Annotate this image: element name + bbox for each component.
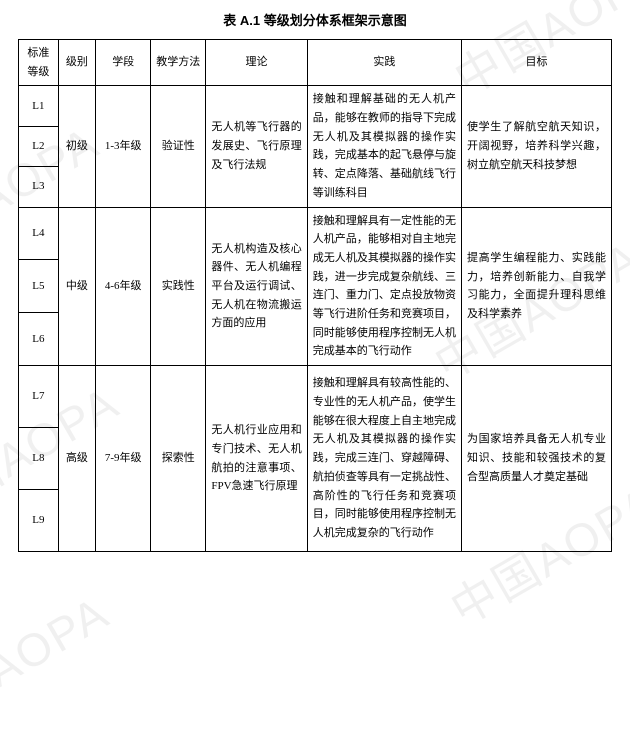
cell-goal-2: 提高学生编程能力、实践能力，培养创新能力、自我学习能力，全面提升理科思维及科学素… [462, 207, 612, 366]
header-practice: 实践 [307, 40, 461, 86]
cell-L6: L6 [19, 313, 59, 366]
cell-goal-3: 为国家培养具备无人机专业知识、技能和较强技术的复合型高质量人才奠定基础 [462, 366, 612, 552]
header-standard-level: 标准等级 [19, 40, 59, 86]
cell-L4: L4 [19, 207, 59, 260]
table-row: L1 初级 1-3年级 验证性 无人机等飞行器的发展史、飞行原理及飞行法规 接触… [19, 86, 612, 126]
cell-stage-3: 7-9年级 [96, 366, 151, 552]
cell-method-3: 探索性 [151, 366, 206, 552]
cell-L5: L5 [19, 260, 59, 313]
cell-theory-1: 无人机等飞行器的发展史、飞行原理及飞行法规 [206, 86, 307, 207]
table-title: 表 A.1 等级划分体系框架示意图 [18, 10, 612, 29]
table-row: L4 中级 4-6年级 实践性 无人机构造及核心器件、无人机编程平台及运行调试、… [19, 207, 612, 260]
header-method: 教学方法 [151, 40, 206, 86]
cell-level-2: 中级 [58, 207, 95, 366]
cell-L7: L7 [19, 366, 59, 428]
cell-theory-2: 无人机构造及核心器件、无人机编程平台及运行调试、无人机在物流搬运方面的应用 [206, 207, 307, 366]
table-header-row: 标准等级 级别 学段 教学方法 理论 实践 目标 [19, 40, 612, 86]
cell-L8: L8 [19, 428, 59, 490]
header-goal: 目标 [462, 40, 612, 86]
cell-L2: L2 [19, 126, 59, 166]
header-theory: 理论 [206, 40, 307, 86]
watermark: 中国AOPA [0, 577, 120, 748]
cell-practice-3: 接触和理解具有较高性能的、专业性的无人机产品，使学生能够在很大程度上自主地完成无… [307, 366, 461, 552]
cell-theory-3: 无人机行业应用和专门技术、无人机航拍的注意事项、FPV急速飞行原理 [206, 366, 307, 552]
table-row: L7 高级 7-9年级 探索性 无人机行业应用和专门技术、无人机航拍的注意事项、… [19, 366, 612, 428]
cell-L1: L1 [19, 86, 59, 126]
cell-L3: L3 [19, 167, 59, 207]
cell-goal-1: 使学生了解航空航天知识，开阔视野，培养科学兴趣，树立航空航天科技梦想 [462, 86, 612, 207]
cell-method-2: 实践性 [151, 207, 206, 366]
header-level: 级别 [58, 40, 95, 86]
cell-stage-1: 1-3年级 [96, 86, 151, 207]
cell-L9: L9 [19, 490, 59, 552]
framework-table: 标准等级 级别 学段 教学方法 理论 实践 目标 L1 初级 1-3年级 验证性… [18, 39, 612, 552]
header-stage: 学段 [96, 40, 151, 86]
cell-practice-1: 接触和理解基础的无人机产品，能够在教师的指导下完成无人机及其模拟器的操作实践，完… [307, 86, 461, 207]
cell-level-1: 初级 [58, 86, 95, 207]
cell-stage-2: 4-6年级 [96, 207, 151, 366]
cell-practice-2: 接触和理解具有一定性能的无人机产品，能够相对自主地完成无人机及其模拟器的操作实践… [307, 207, 461, 366]
cell-level-3: 高级 [58, 366, 95, 552]
cell-method-1: 验证性 [151, 86, 206, 207]
